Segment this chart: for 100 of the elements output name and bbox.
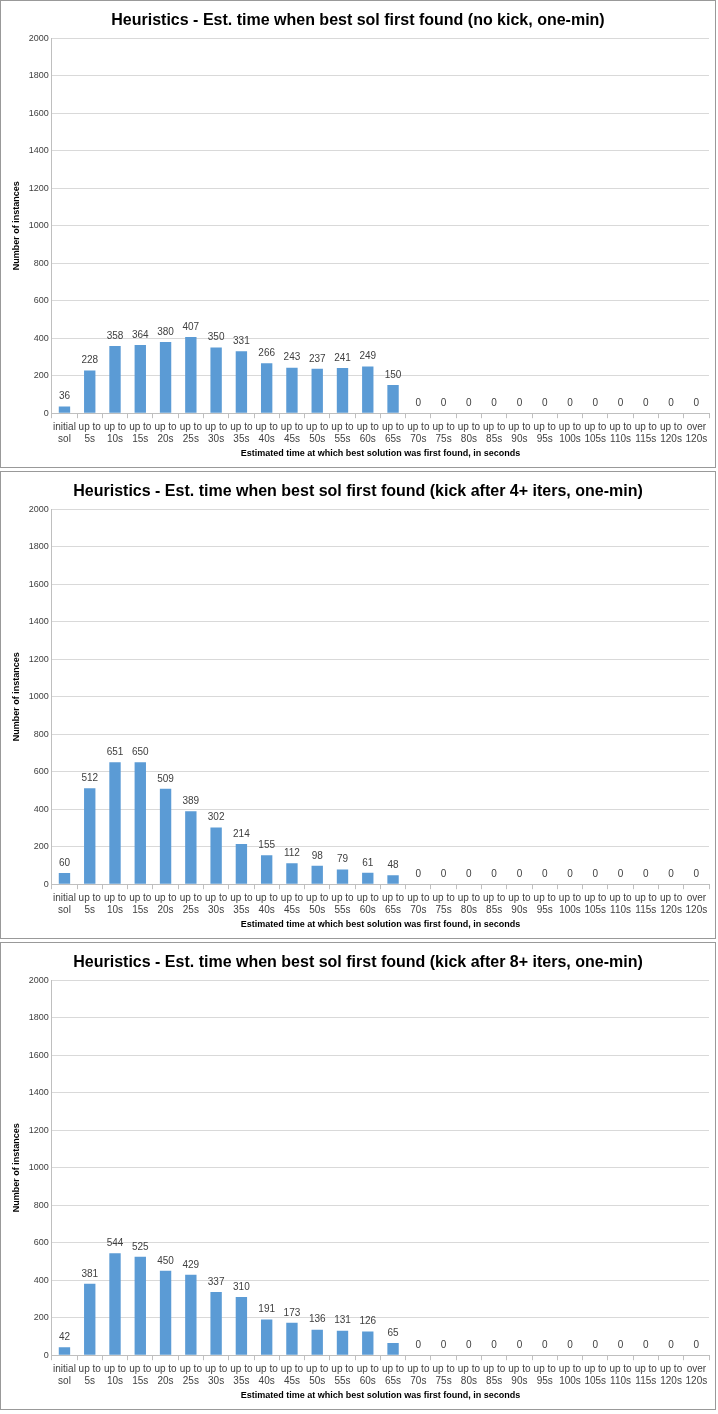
bar <box>336 368 349 413</box>
x-tick-label: up to 30s <box>204 1362 228 1386</box>
bar <box>286 863 298 884</box>
data-label: 0 <box>567 867 574 879</box>
y-tick-label: 0 <box>43 1349 49 1360</box>
data-label: 380 <box>157 325 175 337</box>
y-tick-label: 1600 <box>28 578 49 589</box>
x-tick-label: up to 95s <box>533 1362 557 1386</box>
x-tick-label: up to 70s <box>407 1362 430 1386</box>
x-tick-label: up to 100s <box>558 1362 582 1386</box>
data-label: 0 <box>541 867 548 879</box>
x-tick-label: up to 75s <box>432 420 456 444</box>
x-tick-label: up to 55s <box>331 891 355 915</box>
bar <box>134 762 146 884</box>
data-label: 79 <box>336 853 349 865</box>
data-label: 525 <box>131 1240 150 1252</box>
data-label: 0 <box>541 396 548 408</box>
x-tick-label: up to 25s <box>179 1362 203 1386</box>
x-tick-label: up to 115s <box>634 1362 658 1386</box>
data-label: 243 <box>283 351 301 363</box>
x-tick-label: up to 85s <box>483 420 506 444</box>
y-tick-label: 1200 <box>28 653 49 664</box>
bar <box>185 1274 197 1355</box>
data-label: 241 <box>334 351 352 363</box>
y-tick-label: 1800 <box>28 541 49 552</box>
x-tick-label: up to 95s <box>533 420 557 444</box>
x-tick-label: up to 95s <box>533 891 557 915</box>
data-label: 310 <box>233 1280 251 1292</box>
data-label: 0 <box>693 396 700 408</box>
bar <box>336 869 349 884</box>
bar <box>362 1331 374 1355</box>
y-tick-label: 600 <box>33 1237 49 1248</box>
x-tick-label: up to 90s <box>508 420 531 444</box>
data-label: 381 <box>81 1267 99 1279</box>
data-label: 131 <box>334 1314 352 1326</box>
x-tick-label: up to 60s <box>356 1362 380 1386</box>
x-tick-label: up to 15s <box>129 420 152 444</box>
data-label: 0 <box>643 867 650 879</box>
x-tick-label: up to 40s <box>255 891 279 915</box>
data-label: 237 <box>308 352 326 364</box>
data-label: 509 <box>157 772 175 784</box>
x-tick-label: up to 20s <box>154 1362 178 1386</box>
x-tick-label: up to 55s <box>331 1362 355 1386</box>
x-tick-label: up to 75s <box>432 891 456 915</box>
bar <box>159 788 172 884</box>
data-label: 0 <box>668 1338 675 1350</box>
data-label: 0 <box>617 867 624 879</box>
y-tick-label: 1000 <box>28 1162 49 1173</box>
bar <box>362 366 374 413</box>
x-tick-label: up to 45s <box>280 891 304 915</box>
x-tick-label: up to 35s <box>230 420 253 444</box>
data-label: 214 <box>233 827 251 839</box>
data-label: 266 <box>258 347 276 359</box>
data-label: 0 <box>541 1338 548 1350</box>
y-tick-label: 1400 <box>28 1087 49 1098</box>
data-label: 112 <box>283 846 301 858</box>
data-label: 0 <box>516 867 523 879</box>
y-tick-label: 1400 <box>28 145 49 156</box>
x-tick-label: up to 35s <box>230 1362 253 1386</box>
data-label: 0 <box>491 867 498 879</box>
x-tick-label: up to 120s <box>659 1362 683 1386</box>
data-label: 364 <box>131 328 150 340</box>
x-tick-label: up to 30s <box>204 891 228 915</box>
data-label: 228 <box>81 354 99 366</box>
y-tick-label: 800 <box>33 257 49 268</box>
x-tick-label: up to 5s <box>78 420 102 444</box>
bar <box>311 368 323 413</box>
data-label: 358 <box>106 329 124 341</box>
y-axis-title: Number of instances <box>10 1123 21 1213</box>
bar <box>235 844 248 884</box>
data-label: 302 <box>207 811 225 823</box>
x-tick-label: up to 50s <box>306 1362 329 1386</box>
bar <box>58 872 71 884</box>
x-tick-label: up to 20s <box>154 420 178 444</box>
y-tick-label: 1800 <box>28 1012 49 1023</box>
data-label: 512 <box>81 771 99 783</box>
y-axis-title: Number of instances <box>10 181 21 271</box>
bar <box>235 351 248 413</box>
bar <box>58 1347 71 1355</box>
x-tick-label: up to 40s <box>255 420 279 444</box>
bar <box>109 1253 121 1355</box>
data-label: 0 <box>643 396 650 408</box>
x-tick-label: up to 45s <box>280 1362 304 1386</box>
y-tick-label: 800 <box>33 1199 49 1210</box>
data-label: 0 <box>466 1338 473 1350</box>
y-tick-label: 200 <box>33 370 49 381</box>
bar <box>159 341 172 413</box>
data-label: 48 <box>387 858 400 870</box>
data-label: 331 <box>233 334 251 346</box>
x-tick-label: initial sol <box>53 1362 76 1386</box>
bar <box>311 1329 323 1355</box>
data-label: 337 <box>207 1275 225 1287</box>
x-tick-label: up to 120s <box>659 420 683 444</box>
x-tick-label: up to 70s <box>407 891 430 915</box>
data-label: 0 <box>617 396 624 408</box>
x-tick-label: up to 80s <box>457 1362 481 1386</box>
bar <box>109 762 121 884</box>
bar <box>387 385 399 413</box>
y-tick-label: 2000 <box>28 503 49 514</box>
y-tick-label: 600 <box>33 295 49 306</box>
